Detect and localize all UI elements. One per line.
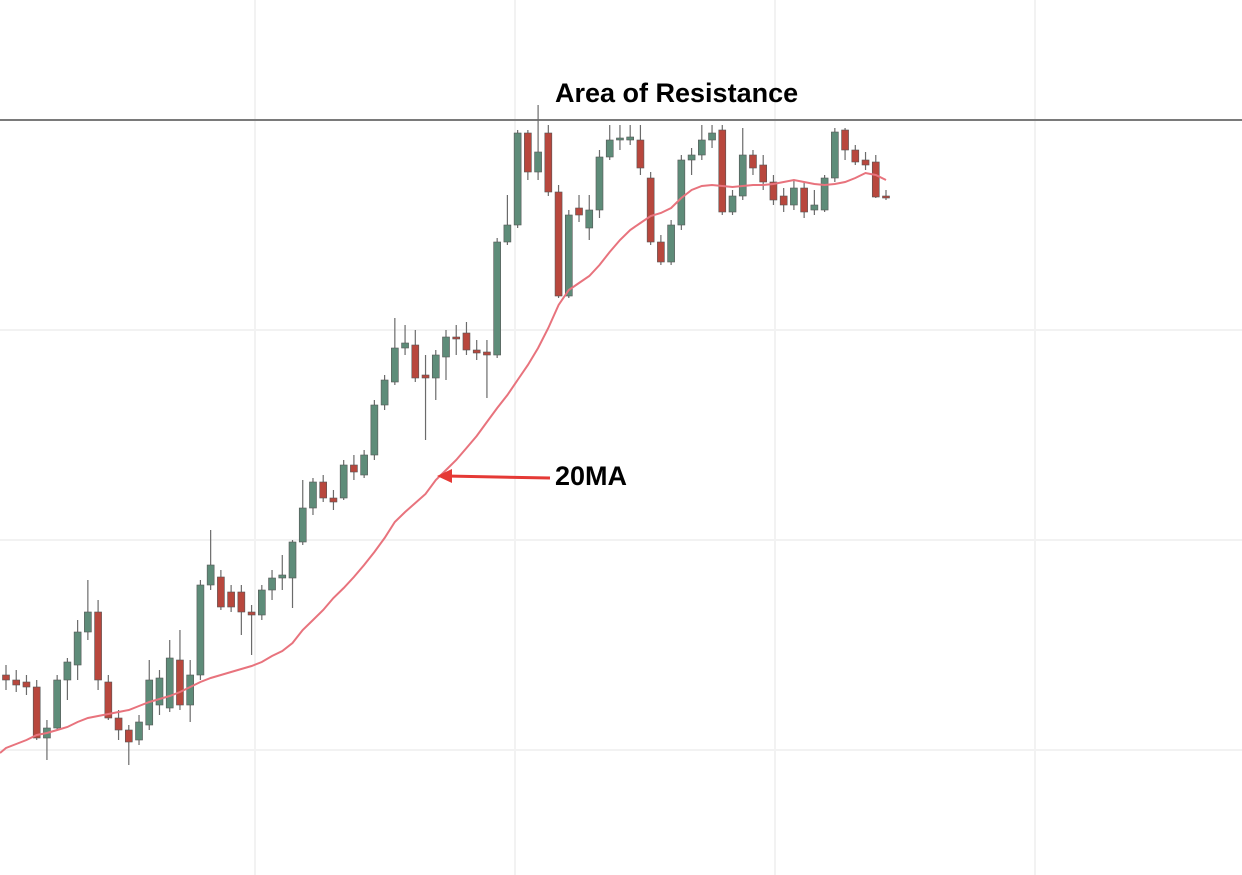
moving-average-line (0, 171, 887, 754)
candle-body (626, 136, 634, 141)
candle-body (196, 584, 205, 676)
candle-body (165, 657, 174, 709)
candle-body (360, 454, 368, 476)
candle-body (155, 677, 164, 706)
candle-body (513, 132, 522, 226)
candle-body (135, 721, 143, 741)
candle-body (646, 177, 655, 243)
candle-body (544, 132, 553, 193)
candle-body (585, 209, 594, 229)
candle-body (524, 132, 532, 173)
candle-body (575, 207, 583, 216)
candle-body (851, 149, 860, 163)
candle-body (319, 481, 328, 499)
candle-body (503, 224, 512, 243)
candle-body (309, 481, 317, 509)
candle-body (329, 497, 338, 503)
candle-body (370, 404, 379, 456)
candle-body (882, 195, 890, 199)
candle-body (206, 564, 215, 586)
candle-body (462, 332, 471, 351)
arrow-head (437, 469, 452, 483)
candle-body (810, 204, 819, 211)
candle-body (217, 576, 225, 608)
candle-body (124, 729, 133, 743)
candle-body (636, 139, 645, 169)
candle-body (32, 686, 41, 739)
candle-body (595, 156, 604, 211)
candle-body (708, 132, 716, 141)
candle-body (841, 129, 849, 151)
candle-body (779, 195, 788, 206)
candle-body (605, 139, 614, 158)
candle-body (104, 681, 113, 719)
candle-body (94, 611, 102, 681)
candle-body (350, 464, 358, 473)
candle-body (298, 507, 307, 543)
candle-body (237, 591, 246, 613)
candle-body (380, 379, 389, 406)
resistance-label: Area of Resistance (555, 78, 798, 108)
candle-body (411, 344, 420, 379)
candle-body (73, 631, 82, 666)
candle-body (820, 177, 829, 211)
candle-body (176, 659, 184, 706)
candle-body (268, 577, 276, 591)
candle-body (657, 241, 665, 263)
candle-body (391, 347, 399, 383)
candle-body (534, 151, 542, 173)
candle-body (687, 154, 696, 161)
candle-body (493, 241, 501, 356)
candle-body (53, 679, 61, 729)
candle-body (738, 154, 747, 197)
candle-body (749, 154, 757, 169)
candle-body (667, 224, 675, 263)
candle-body (22, 681, 31, 688)
candle-body (698, 139, 706, 156)
candle-body (401, 342, 409, 349)
candle-body (759, 164, 768, 183)
ma-label: 20MA (555, 461, 627, 491)
candle-body (2, 674, 10, 681)
candle-body (339, 464, 348, 499)
candle-body (769, 181, 778, 201)
candle-body (564, 214, 573, 297)
candle-body (616, 137, 624, 141)
candle-body (800, 187, 808, 213)
candle-body (258, 589, 266, 616)
candle-body (186, 674, 194, 706)
candle-body (452, 336, 461, 340)
arrow-shaft (445, 474, 551, 480)
candle-body (421, 374, 430, 379)
candle-body (84, 611, 92, 633)
candle-body (483, 351, 491, 356)
candle-body (227, 591, 235, 608)
candle-body (871, 161, 880, 198)
candle-body (790, 187, 798, 206)
candle-body (278, 574, 287, 579)
candle-body (63, 661, 72, 681)
marks (0, 105, 1242, 765)
candle-body (554, 191, 563, 297)
candle-body (431, 354, 440, 379)
candle-body (677, 159, 686, 226)
candle-body (247, 611, 256, 616)
candle-body (831, 131, 839, 179)
candle-body (442, 336, 450, 358)
candle-body (472, 349, 481, 354)
candle-body (114, 717, 123, 731)
candle-body (12, 679, 21, 686)
candle-body (718, 129, 727, 213)
candle-body (861, 159, 870, 166)
candle-body (288, 541, 297, 579)
candle-body (728, 195, 737, 213)
